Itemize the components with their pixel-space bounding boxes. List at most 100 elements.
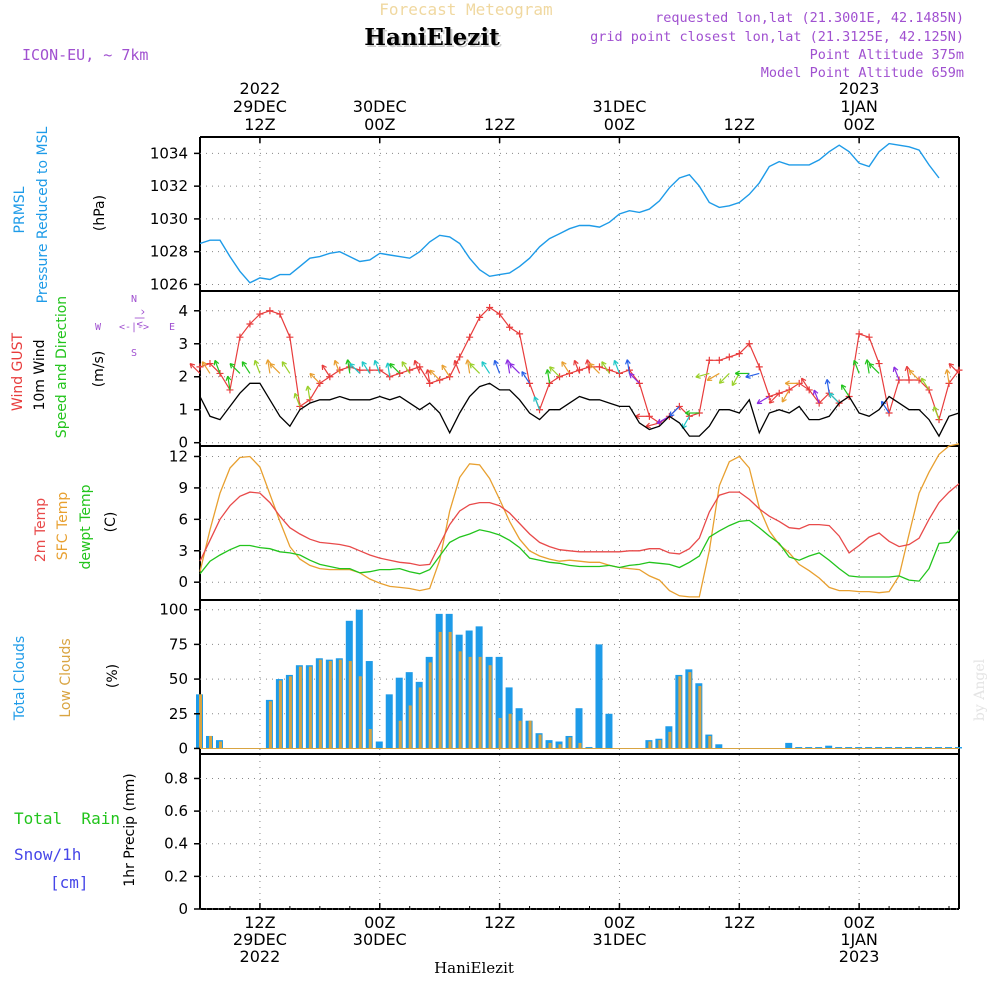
wind-direction-arrow (466, 359, 471, 374)
low-cloud-bar (468, 656, 472, 749)
wind-arrow-head (904, 365, 911, 372)
total-cloud-bar (495, 656, 503, 749)
gust-marker (755, 363, 763, 371)
ytick-label-temperature-0: 0 (178, 573, 188, 591)
wind-arrow-head (731, 380, 737, 387)
compass-s: S (131, 348, 137, 359)
wind-arrow-head (812, 389, 819, 396)
wind-direction-arrow (494, 360, 501, 374)
pressure-line (199, 142, 940, 284)
total-cloud-bar (585, 747, 593, 749)
wind-direction-arrow (481, 361, 491, 374)
time-label-top-0-2: 12Z (244, 115, 275, 134)
wind-arrow-head (253, 359, 260, 366)
time-label-top-5-0: 2023 (839, 79, 880, 98)
wind-arrow-head (413, 359, 419, 366)
wind-direction-arrow (613, 360, 621, 374)
temp-2m-line (199, 483, 960, 567)
gust-marker (286, 333, 294, 341)
prmsl-label: PRMSL (12, 186, 28, 233)
total-cloud-bar (575, 708, 583, 749)
wind-arrow-head (533, 396, 539, 402)
gust-marker (566, 369, 574, 377)
gust-marker (745, 340, 753, 348)
gust-marker (326, 373, 334, 381)
temp-labels: 2m Temp SFC Temp dewpt Temp (C) (33, 484, 119, 569)
wind-10m-line (199, 382, 960, 438)
time-label-top-5-1: 1JAN (840, 97, 878, 116)
total-cloud-bar (605, 713, 613, 749)
wind-direction-arrow (908, 369, 920, 381)
wind-arrow-head (225, 375, 232, 382)
wind-direction-arrow (880, 400, 890, 414)
wind-arrow-head (864, 359, 871, 365)
ytick-label-precipitation-3: 0.6 (164, 802, 188, 820)
ytick-label-wind-1: 1 (178, 401, 188, 419)
time-label-top-2-0: 12Z (484, 115, 515, 134)
wind-direction-arrow (469, 363, 481, 374)
wind-arrow-head (269, 362, 275, 369)
gust-marker (955, 366, 963, 374)
wind-direction-arrow (573, 360, 581, 374)
wind-direction-arrow (414, 360, 421, 374)
ytick-label-wind-2: 2 (178, 368, 188, 386)
wind-direction-arrow (267, 359, 271, 374)
wind-direction-arrow (521, 371, 531, 384)
wind-arrow-head (345, 359, 352, 365)
low-cloud-bar (408, 705, 412, 749)
wind-direction-arrow (349, 363, 361, 374)
wind-arrow-head (545, 369, 551, 375)
low-clouds-label: Low Clouds (58, 638, 74, 717)
total-cloud-bar (935, 747, 943, 749)
wind-direction-arrow (374, 360, 381, 374)
low-cloud-bar (458, 651, 462, 749)
time-label-top-0-0: 2022 (240, 79, 281, 98)
time-label-top-1-1: 00Z (364, 115, 395, 134)
low-cloud-bar (268, 701, 272, 749)
total-cloud-bar (825, 745, 833, 749)
ytick-label-temperature-3: 9 (178, 479, 188, 497)
wind-direction-arrow (401, 361, 411, 374)
wind-arrow-head (840, 384, 847, 390)
gust-marker (266, 307, 274, 315)
low-cloud-bar (538, 734, 542, 749)
wind-arrow-head (573, 359, 579, 366)
ytick-label-temperature-2: 6 (178, 510, 188, 528)
wind-direction-arrow (294, 393, 301, 407)
low-cloud-bar (678, 676, 682, 749)
ytick-label-clouds-3: 75 (169, 635, 188, 653)
low-cloud-bar (418, 687, 422, 749)
wind-arrow-head (781, 397, 787, 403)
wind-arrow-head (549, 366, 555, 372)
wind-gust-line (199, 306, 960, 424)
wind-direction-arrow (506, 359, 511, 374)
total-cloud-bar (955, 747, 962, 749)
wind-arrow-head (706, 375, 713, 382)
time-label-bottom-5-1: 1JAN (840, 930, 878, 949)
low-cloud-bar (578, 742, 582, 749)
wind-arrow-head (349, 362, 355, 369)
gust-marker (396, 369, 404, 377)
ytick-label-pressure-3: 1032 (150, 177, 188, 195)
total-cloud-bar (815, 747, 823, 749)
wind-arrow-head (265, 359, 272, 365)
low-cloud-bar (358, 676, 362, 749)
wind-direction-arrow (601, 361, 610, 374)
total-cloud-bar (835, 747, 843, 749)
wind-arrow-head (505, 359, 511, 365)
wind-arrow-head (628, 372, 635, 379)
time-label-top-1-0: 30DEC (353, 97, 407, 116)
wind-speed-direction-label: Speed and Direction (54, 296, 70, 438)
gust-marker (456, 353, 464, 361)
wind-direction-arrow (426, 369, 431, 384)
gust-marker (256, 310, 264, 318)
model-label: ICON-EU, ~ 7km (22, 46, 148, 64)
wind-direction-arrow (946, 369, 950, 384)
wind-arrow-head (561, 361, 567, 367)
wind-direction-arrow (334, 360, 341, 374)
time-label-top-0-1: 29DEC (233, 97, 287, 116)
wind-direction-arrow (201, 361, 211, 374)
pressure-msl-label: Pressure Reduced to MSL (35, 126, 51, 303)
cloud-labels: Total Clouds Low Clouds (%) (12, 636, 121, 721)
wind-arrow-head (852, 359, 859, 366)
